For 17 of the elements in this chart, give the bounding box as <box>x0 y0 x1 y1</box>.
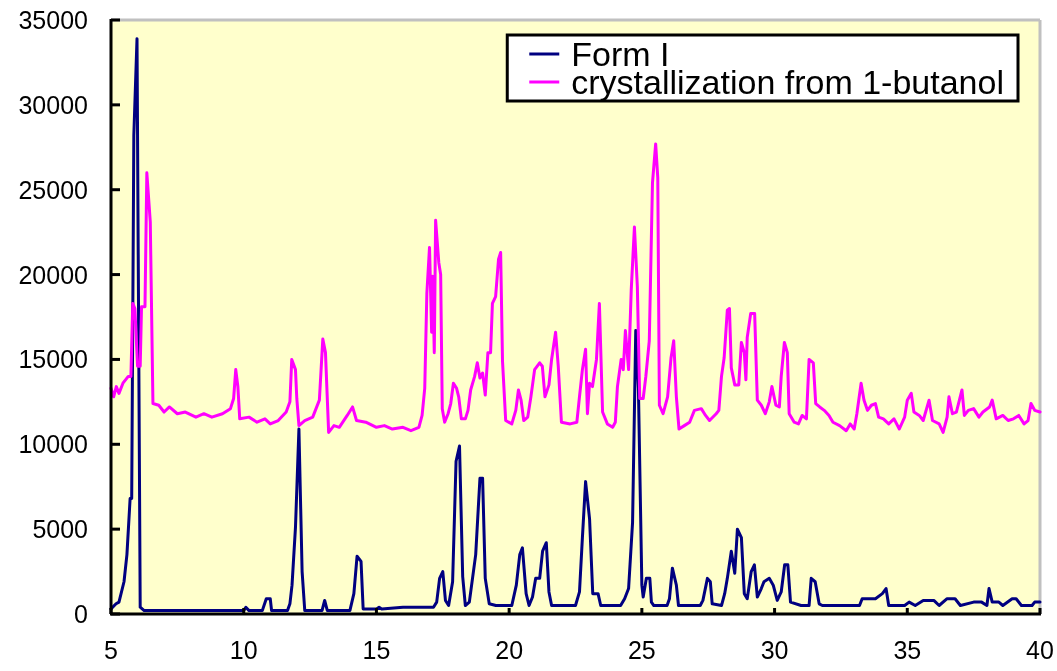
x-tick-label: 30 <box>760 636 789 664</box>
x-tick-label: 35 <box>893 636 922 664</box>
x-tick-label: 15 <box>362 636 391 664</box>
x-tick-label: 20 <box>495 636 524 664</box>
y-tick-label: 35000 <box>18 6 88 34</box>
y-tick-label: 15000 <box>18 345 88 374</box>
line-series <box>109 142 1042 434</box>
y-tick-label: 5000 <box>32 515 88 544</box>
y-tick-label: 0 <box>74 600 88 628</box>
x-tick-label: 40 <box>1026 636 1054 664</box>
y-tick-label: 25000 <box>18 175 88 204</box>
x-tick-label: 10 <box>229 636 258 664</box>
y-tick-label: 30000 <box>18 90 88 119</box>
y-tick-label: 20000 <box>18 260 88 289</box>
y-tick-label: 10000 <box>18 430 88 459</box>
x-tick-label: 25 <box>627 636 656 664</box>
x-tick-label: 5 <box>104 636 118 664</box>
